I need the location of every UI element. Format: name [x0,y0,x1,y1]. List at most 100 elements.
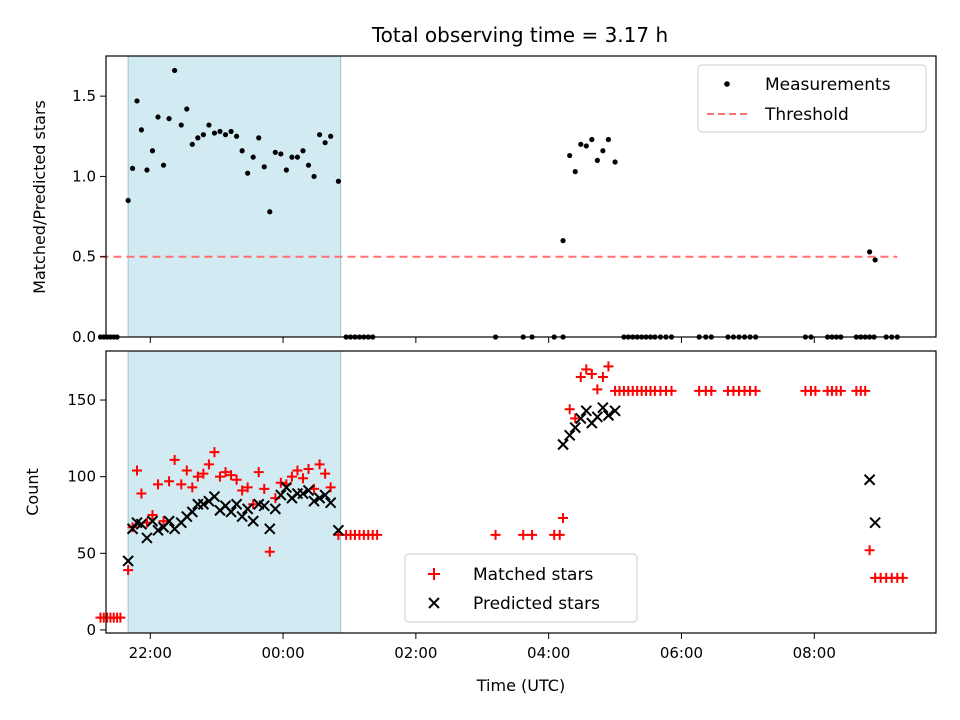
matched-star-point [131,465,142,476]
matched-star-point [264,546,275,557]
matched-star-point [303,464,314,475]
matched-star-point [581,364,592,375]
matched-star-point [864,545,875,556]
predicted-star-point [186,506,199,518]
matched-star-point [187,482,198,493]
measurement-point [578,141,584,147]
observing-window-shade-top [127,55,342,338]
bottom-axes-frame [105,350,937,634]
predicted-star-point [297,487,309,500]
matched-star-point [192,471,203,482]
matched-star-point [860,385,871,396]
measurement-point [172,67,178,74]
matched-star-point [259,483,270,494]
measurement-point [272,149,278,155]
matched-star-point [248,499,259,510]
x-tick-label: 22:00 [129,644,172,662]
measurement-point [589,136,595,143]
legend-matched-label: Matched stars [473,565,593,585]
measurement-point [206,122,212,128]
measurement-point [239,148,245,154]
measurement-point [867,249,873,255]
matched-star-point [558,513,569,524]
top-y-ticks: 0.0 0.5 1.0 1.5 [72,87,106,346]
matched-star-point [115,612,126,623]
predicted-star-point [241,503,254,515]
predicted-star-point [122,555,134,567]
measurement-point [261,164,267,170]
measurement-point [125,197,131,204]
top-y-tick-label: 0.5 [72,248,96,266]
legend-measurements-marker [724,81,730,87]
matched-star-point [164,476,175,487]
matched-star-point [297,473,308,484]
predicted-star-point [313,492,326,504]
measurement-point [160,162,167,168]
x-axis-label: Time (UTC) [476,676,565,695]
measurement-point [129,165,136,171]
predicted-star-point [609,405,621,417]
measurement-point [283,167,289,173]
x-tick-label: 00:00 [261,644,304,662]
predicted-star-point [324,497,337,509]
measurement-point [560,238,566,244]
matched-star-point [181,465,192,476]
predicted-star-point [863,474,876,486]
measurement-point [149,148,156,154]
predicted-star-point [141,532,153,544]
measurement-point [872,257,878,263]
predicted-star-point [302,484,315,497]
matched-star-point [586,368,597,379]
top-y-tick-label: 1.0 [72,167,96,185]
measurement-point [245,170,251,176]
predicted-star-point [225,506,237,518]
matched-star-point [592,384,603,395]
measurement-point [178,122,184,128]
matched-star-point [575,372,586,383]
matched-star-point [603,361,614,372]
matched-star-point [226,470,237,481]
measurement-point [200,132,206,138]
predicted-star-point [236,510,248,523]
top-y-tick-label: 0.0 [72,328,96,346]
matched-star-point [123,565,134,576]
matched-star-point [750,385,761,396]
matched-star-point [209,447,220,458]
top-shaded-interval [127,55,342,338]
matched-star-point [198,468,209,479]
matched-star-point [897,572,908,583]
predicted-star-point [208,490,221,503]
measurement-point [250,154,256,160]
matched-star-point [518,529,529,540]
legend-predicted-label: Predicted stars [473,594,600,614]
measurement-point [294,154,301,160]
measurement-point [184,106,190,112]
top-legend: Measurements Threshold [697,64,927,133]
matched-star-point [214,471,225,482]
measurement-point [300,148,306,154]
x-tick-label: 06:00 [660,644,703,662]
bottom-y-tick-label: 0 [86,621,96,639]
x-tick-label: 04:00 [527,644,570,662]
bottom-y-axis-label: Count [23,468,42,516]
bottom-x-ticks: 22:00 00:00 02:00 04:00 06:00 08:00 [129,633,836,662]
predicted-star-point [591,411,604,423]
predicted-star-point [247,515,259,527]
bottom-y-ticks: 0 50 100 150 [67,391,106,639]
matched-star-point [570,413,581,424]
measurement-point [335,178,341,184]
predicted-star-point [557,438,569,451]
legend-matched-marker [428,568,440,580]
measurement-point [233,133,240,139]
measurement-point [311,173,317,180]
matched-star-point [564,404,575,415]
bottom-legend-box [404,553,638,623]
predicted-star-point [563,429,576,442]
measurement-point [305,162,312,168]
matched-star-point [176,479,187,490]
measurement-point [256,135,262,141]
measurement-point [328,133,334,139]
predicted-star-point [332,524,345,537]
predicted-star-point [146,515,159,527]
